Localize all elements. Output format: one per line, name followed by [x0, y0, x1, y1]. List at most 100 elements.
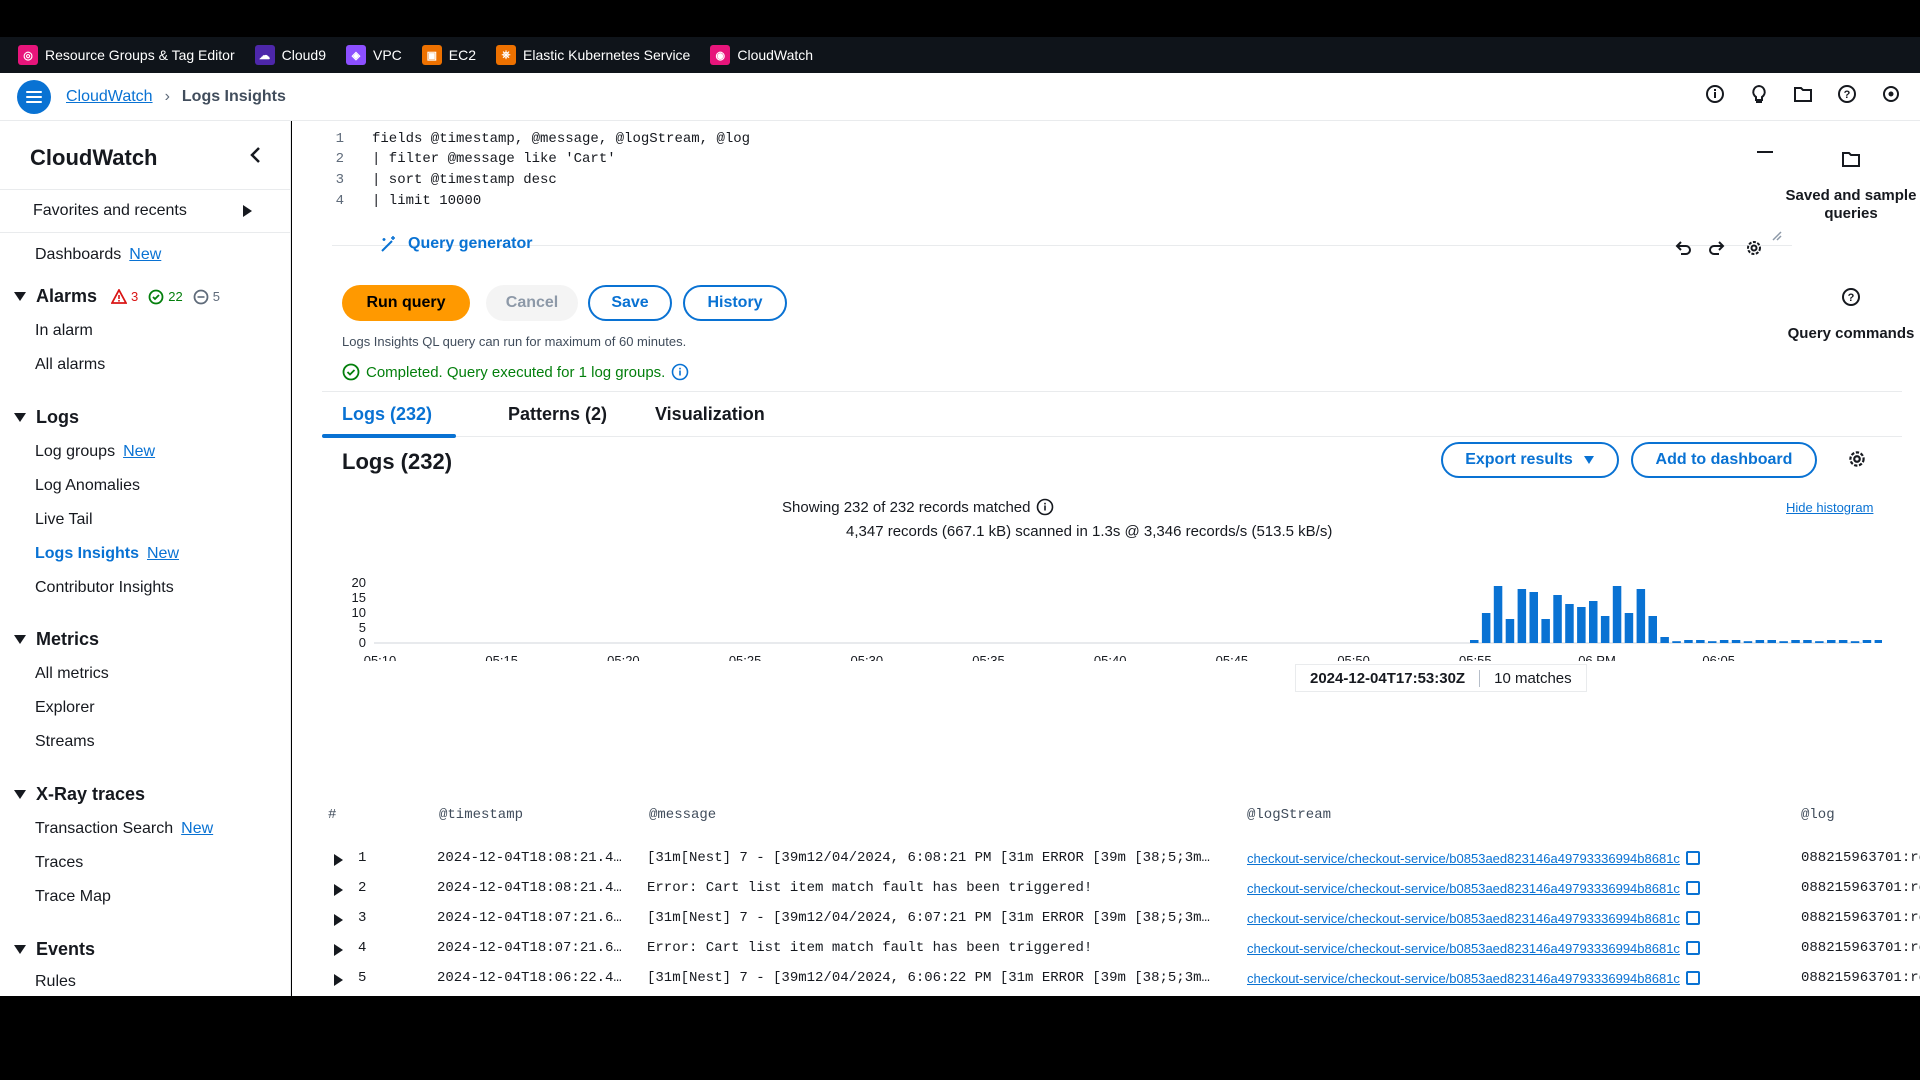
- new-badge[interactable]: New: [181, 820, 214, 837]
- favorite-item[interactable]: ◈ VPC: [346, 45, 402, 65]
- table-row[interactable]: 1 2024-12-04T18:08:21.4… [31m[Nest] 7 - [3…: [322, 844, 1920, 874]
- export-results-button[interactable]: Export results: [1441, 442, 1619, 478]
- undo-icon[interactable]: [1672, 238, 1692, 258]
- histogram-bar[interactable]: [1803, 640, 1812, 643]
- gear-icon[interactable]: [1744, 238, 1764, 258]
- expand-row-icon[interactable]: [334, 854, 343, 866]
- histogram-bar[interactable]: [1719, 640, 1729, 643]
- external-link-icon[interactable]: [1685, 971, 1700, 985]
- sidebar-item-contributor-insights[interactable]: Contributor Insights: [35, 579, 174, 596]
- new-badge[interactable]: New: [129, 246, 162, 263]
- histogram-bar[interactable]: [1648, 616, 1658, 643]
- histogram-bar[interactable]: [1493, 586, 1503, 643]
- external-link-icon[interactable]: [1685, 851, 1700, 865]
- table-row[interactable]: 2 2024-12-04T18:08:21.4… Error: Cart list …: [322, 874, 1920, 904]
- redo-icon[interactable]: [1708, 238, 1728, 258]
- sidebar-section-metrics[interactable]: Metrics: [14, 629, 99, 650]
- histogram-bar[interactable]: [1779, 641, 1788, 643]
- save-button[interactable]: Save: [588, 285, 672, 321]
- sidebar-item-streams[interactable]: Streams: [35, 733, 95, 750]
- table-row[interactable]: 5 2024-12-04T18:06:22.4… [31m[Nest] 7 - [3…: [322, 964, 1920, 994]
- tab-visualization[interactable]: Visualization: [655, 404, 765, 424]
- info-icon[interactable]: [1704, 83, 1726, 105]
- run-query-button[interactable]: Run query: [342, 285, 470, 321]
- histogram-bar[interactable]: [1517, 589, 1527, 643]
- sidebar-section-xray[interactable]: X-Ray traces: [14, 784, 145, 805]
- table-row[interactable]: 4 2024-12-04T18:07:21.6… Error: Cart list …: [322, 934, 1920, 964]
- menu-button[interactable]: [17, 79, 51, 114]
- breadcrumb-cloudwatch-link[interactable]: CloudWatch: [66, 87, 153, 105]
- histogram-bar[interactable]: [1815, 641, 1824, 643]
- sidebar-item-log-anomalies[interactable]: Log Anomalies: [35, 477, 140, 494]
- sidebar-section-alarms[interactable]: Alarms 3 22 5: [14, 286, 220, 307]
- histogram-bar[interactable]: [1767, 640, 1777, 643]
- histogram-bar[interactable]: [1696, 640, 1705, 643]
- query-editor[interactable]: 1 fields @timestamp, @message, @logStream…: [332, 131, 1792, 246]
- info-icon[interactable]: [1036, 498, 1054, 516]
- column-header[interactable]: @logStream: [1247, 807, 1332, 823]
- sidebar-item-all-metrics[interactable]: All metrics: [35, 665, 109, 682]
- settings-icon[interactable]: [1880, 83, 1902, 105]
- tab-patterns[interactable]: Patterns (2): [508, 404, 608, 424]
- folder-icon[interactable]: [1841, 149, 1861, 169]
- folder-icon[interactable]: [1792, 83, 1814, 105]
- sidebar-item-dashboards[interactable]: Dashboards New: [35, 246, 161, 264]
- histogram-bar[interactable]: [1743, 641, 1753, 643]
- favorites-and-recents[interactable]: Favorites and recents: [0, 189, 290, 233]
- histogram-bar[interactable]: [1838, 640, 1848, 643]
- log-stream-link[interactable]: checkout-service/checkout-service/b0853a…: [1247, 971, 1700, 986]
- cancel-button[interactable]: Cancel: [486, 285, 578, 321]
- sidebar-item-log-groups[interactable]: Log groups New: [35, 443, 155, 461]
- saved-queries-button[interactable]: Saved and sample queries: [1785, 187, 1917, 222]
- log-stream-link[interactable]: checkout-service/checkout-service/b0853a…: [1247, 941, 1700, 956]
- histogram-bar[interactable]: [1874, 640, 1882, 643]
- favorite-item[interactable]: ☁ Cloud9: [254, 45, 326, 65]
- histogram-bar[interactable]: [1791, 640, 1800, 643]
- histogram-bar[interactable]: [1541, 619, 1550, 643]
- histogram-bar[interactable]: [1553, 595, 1562, 643]
- expand-row-icon[interactable]: [334, 884, 343, 896]
- sidebar-section-events[interactable]: Events: [14, 939, 95, 960]
- table-row[interactable]: 3 2024-12-04T18:07:21.6… [31m[Nest] 7 - [3…: [322, 904, 1920, 934]
- external-link-icon[interactable]: [1685, 881, 1700, 895]
- favorite-item[interactable]: ⎈ Elastic Kubernetes Service: [496, 45, 690, 65]
- external-link-icon[interactable]: [1685, 911, 1700, 925]
- histogram-bar[interactable]: [1850, 641, 1860, 643]
- info-icon[interactable]: [671, 363, 689, 381]
- favorite-item[interactable]: ◎ Resource Groups & Tag Editor: [18, 45, 235, 65]
- sidebar-item-in-alarm[interactable]: In alarm: [35, 322, 93, 339]
- histogram-bar[interactable]: [1589, 601, 1598, 643]
- histogram-bar[interactable]: [1505, 619, 1515, 643]
- lightbulb-icon[interactable]: [1748, 83, 1770, 105]
- new-badge[interactable]: New: [123, 443, 156, 460]
- histogram-bar[interactable]: [1600, 616, 1610, 643]
- chevron-left-icon[interactable]: [248, 145, 266, 167]
- expand-row-icon[interactable]: [334, 914, 343, 926]
- column-header[interactable]: @message: [649, 807, 717, 823]
- sidebar-item-traces[interactable]: Traces: [35, 854, 84, 871]
- histogram-bar[interactable]: [1577, 607, 1586, 643]
- sidebar-item-rules[interactable]: Rules: [35, 973, 76, 990]
- sidebar-section-logs[interactable]: Logs: [14, 407, 79, 428]
- minimize-icon[interactable]: [1757, 151, 1773, 153]
- histogram-bar[interactable]: [1862, 640, 1872, 643]
- histogram-bar[interactable]: [1708, 641, 1717, 643]
- column-header[interactable]: @log: [1801, 807, 1835, 823]
- sidebar-item-logs-insights[interactable]: Logs Insights New: [35, 545, 179, 563]
- histogram-bar[interactable]: [1636, 589, 1646, 643]
- help-icon[interactable]: ?: [1841, 287, 1861, 307]
- histogram-bar[interactable]: [1660, 637, 1669, 643]
- external-link-icon[interactable]: [1685, 941, 1700, 955]
- log-stream-link[interactable]: checkout-service/checkout-service/b0853a…: [1247, 911, 1700, 926]
- histogram-bar[interactable]: [1470, 640, 1479, 643]
- histogram-bar[interactable]: [1529, 592, 1539, 643]
- sidebar-item-trace-map[interactable]: Trace Map: [35, 888, 111, 905]
- new-badge[interactable]: New: [147, 545, 180, 562]
- histogram-bar[interactable]: [1827, 640, 1836, 643]
- expand-row-icon[interactable]: [334, 974, 343, 986]
- resize-handle-icon[interactable]: [1770, 229, 1782, 241]
- favorite-item[interactable]: ▣ EC2: [421, 45, 476, 65]
- history-button[interactable]: History: [683, 285, 787, 321]
- gear-icon[interactable]: [1846, 448, 1868, 470]
